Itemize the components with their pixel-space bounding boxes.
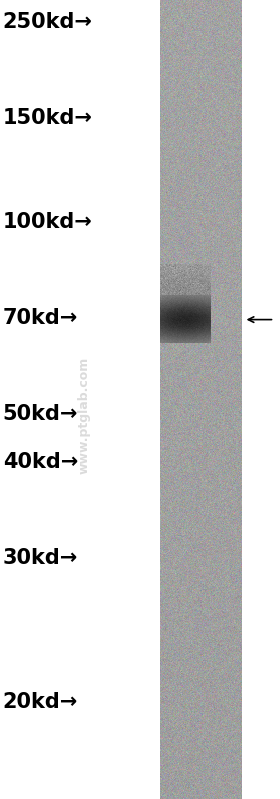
- Text: www.ptglab.com: www.ptglab.com: [78, 357, 90, 474]
- Text: 40kd→: 40kd→: [3, 451, 78, 472]
- Text: 20kd→: 20kd→: [3, 691, 78, 712]
- Text: 250kd→: 250kd→: [3, 12, 93, 33]
- Text: 70kd→: 70kd→: [3, 308, 78, 328]
- Text: 150kd→: 150kd→: [3, 108, 93, 129]
- Text: 30kd→: 30kd→: [3, 547, 78, 568]
- Text: 50kd→: 50kd→: [3, 403, 78, 424]
- Text: 100kd→: 100kd→: [3, 212, 93, 233]
